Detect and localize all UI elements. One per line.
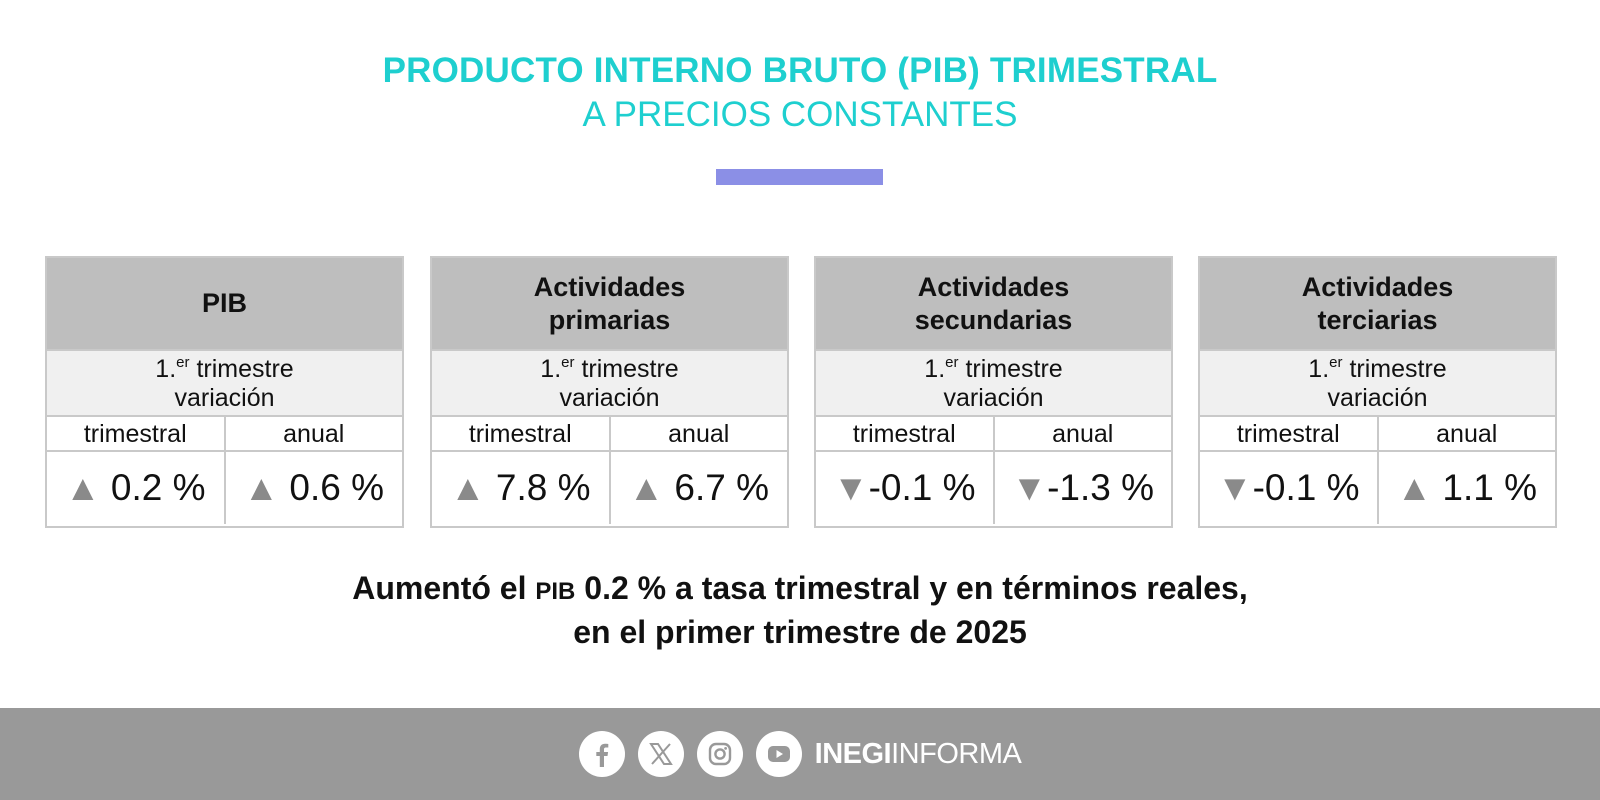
column-label-annual: anual [992, 417, 1172, 450]
arrow-up-icon: ▲ [1396, 467, 1433, 508]
arrow-up-icon: ▲ [64, 467, 101, 508]
period-label: 1.er trimestre variación [432, 351, 787, 417]
card-tertiary-activities: Actividades terciarias 1.er trimestre va… [1198, 256, 1557, 528]
column-label-quarterly: trimestral [852, 420, 956, 448]
card-title: Actividades terciarias [1200, 258, 1555, 351]
instagram-icon[interactable] [696, 731, 743, 777]
column-label-annual: anual [1376, 417, 1556, 450]
value-annual: ▲ 1.1 % [1376, 452, 1556, 524]
period-label: 1.er trimestre variación [816, 351, 1171, 417]
arrow-up-icon: ▲ [449, 467, 486, 508]
value-quarterly: ▼-0.1 % [1216, 467, 1360, 508]
card-title: Actividades secundarias [816, 258, 1171, 351]
column-label-quarterly: trimestral [83, 420, 187, 448]
brand-logo: INEGIINFORMA [814, 737, 1022, 770]
facebook-icon[interactable] [578, 731, 625, 777]
card-secondary-activities: Actividades secundarias 1.er trimestre v… [814, 256, 1173, 528]
value-annual: ▼-1.3 % [992, 452, 1172, 524]
footer-bar: INEGIINFORMA [0, 708, 1600, 800]
youtube-icon[interactable] [755, 731, 802, 777]
card-pib: PIB 1.er trimestre variación trimestral … [45, 256, 404, 528]
x-icon[interactable] [637, 731, 684, 777]
arrow-down-icon: ▼ [1011, 467, 1048, 508]
value-quarterly: ▼-0.1 % [832, 467, 976, 508]
arrow-up-icon: ▲ [628, 467, 665, 508]
summary-text: Aumentó el PIB 0.2 % a tasa trimestral y… [352, 570, 1248, 650]
value-annual: ▲ 0.6 % [223, 452, 403, 524]
title-block: PRODUCTO INTERNO BRUTO (PIB) TRIMESTRAL … [0, 50, 1600, 136]
period-label: 1.er trimestre variación [47, 351, 402, 417]
period-label: 1.er trimestre variación [1200, 351, 1555, 417]
card-primary-activities: Actividades primarias 1.er trimestre var… [430, 256, 789, 528]
arrow-down-icon: ▼ [832, 467, 869, 508]
value-quarterly: ▲ 7.8 % [449, 467, 591, 508]
column-label-annual: anual [608, 417, 788, 450]
column-label-annual: anual [223, 417, 403, 450]
column-label-quarterly: trimestral [1236, 420, 1340, 448]
column-label-quarterly: trimestral [468, 420, 572, 448]
card-title: Actividades primarias [432, 258, 787, 351]
accent-divider [716, 169, 883, 185]
value-annual: ▲ 6.7 % [608, 452, 788, 524]
arrow-up-icon: ▲ [243, 467, 280, 508]
arrow-down-icon: ▼ [1216, 467, 1253, 508]
page-subtitle: A PRECIOS CONSTANTES [582, 95, 1018, 134]
page-title: PRODUCTO INTERNO BRUTO (PIB) TRIMESTRAL [382, 51, 1218, 90]
card-title: PIB [47, 258, 402, 351]
value-quarterly: ▲ 0.2 % [64, 467, 206, 508]
